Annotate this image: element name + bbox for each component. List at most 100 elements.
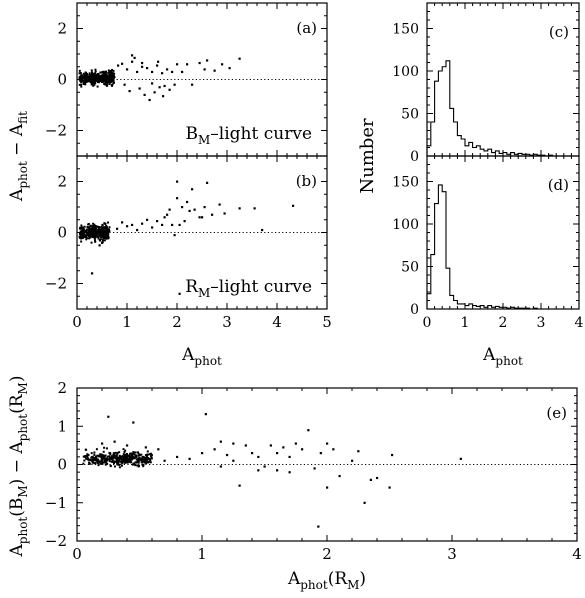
data-point	[153, 91, 156, 94]
data-point	[143, 93, 146, 96]
y-tick-label: 150	[392, 175, 419, 191]
data-point	[151, 226, 154, 229]
data-point	[204, 413, 207, 416]
data-point	[86, 454, 89, 457]
data-point	[107, 221, 110, 224]
data-point	[99, 238, 102, 241]
data-point	[79, 234, 82, 237]
data-point	[263, 465, 266, 468]
data-point	[157, 60, 160, 63]
data-point	[92, 75, 95, 78]
data-point	[140, 461, 143, 464]
data-point	[89, 232, 92, 235]
x-axis-title-cd: Aphot	[482, 345, 523, 368]
data-point	[131, 223, 134, 227]
y-axis-title-e-part: phot	[16, 414, 30, 442]
data-point	[150, 455, 153, 458]
light-curve-annotation-part: –light curve	[210, 124, 312, 144]
x-axis-title-e: Aphot(RM)	[287, 569, 366, 592]
data-point	[94, 462, 97, 465]
data-point	[103, 227, 106, 230]
data-point	[91, 460, 94, 463]
data-point	[88, 462, 91, 465]
data-point	[156, 220, 159, 223]
data-point	[116, 461, 119, 464]
y-axis-title-ab-part: − A	[7, 123, 27, 161]
y-tick-label: 2	[57, 20, 67, 38]
data-point	[119, 456, 122, 459]
x-tick-label: 1	[122, 313, 132, 331]
data-point	[93, 72, 96, 75]
data-point	[79, 226, 82, 229]
panel-label: (e)	[546, 404, 567, 422]
data-point	[319, 452, 322, 455]
data-point	[98, 81, 101, 84]
data-point	[97, 76, 100, 79]
panel-d: 0 50 100 150 0 1 2 3 4 (d)	[392, 155, 584, 331]
data-point	[143, 461, 146, 464]
data-point	[88, 229, 91, 232]
data-point	[100, 75, 103, 78]
data-point	[211, 213, 214, 216]
data-point	[132, 452, 135, 455]
data-point	[113, 456, 116, 459]
y-tick-label: 150	[392, 22, 419, 38]
data-point	[276, 469, 279, 472]
histogram-step	[426, 184, 579, 310]
data-point	[114, 456, 117, 459]
light-curve-annotation: RM–light curve	[185, 277, 312, 300]
data-point	[109, 464, 112, 467]
data-point	[110, 458, 113, 461]
data-point	[130, 458, 133, 461]
data-point	[101, 242, 104, 245]
data-point	[102, 70, 105, 73]
data-point	[113, 76, 116, 79]
data-point	[83, 75, 86, 78]
data-point	[86, 233, 89, 236]
data-point	[98, 226, 101, 229]
data-point	[288, 471, 291, 474]
data-point	[144, 446, 147, 449]
data-point	[83, 225, 86, 228]
data-point	[213, 69, 216, 72]
data-point	[104, 459, 107, 462]
data-point	[131, 454, 134, 457]
data-point	[128, 458, 131, 461]
data-point	[117, 463, 120, 466]
data-point	[104, 236, 107, 239]
data-point	[106, 81, 109, 84]
data-point	[219, 440, 222, 443]
y-axis-title-number: Number	[357, 118, 378, 194]
data-point	[166, 213, 169, 216]
data-point	[138, 457, 141, 460]
data-point	[161, 72, 164, 75]
data-point	[85, 72, 88, 75]
data-point	[104, 463, 107, 466]
light-curve-annotation-part: M	[198, 286, 210, 300]
data-point	[112, 77, 115, 80]
data-point	[108, 80, 111, 83]
data-point	[94, 458, 97, 461]
data-point	[102, 79, 105, 82]
data-point	[126, 444, 129, 447]
data-point	[178, 292, 181, 295]
data-point	[82, 79, 85, 82]
y-tick-label: 0	[57, 456, 67, 474]
data-point	[94, 234, 97, 237]
data-point	[112, 452, 115, 455]
data-point	[221, 63, 224, 66]
data-point	[96, 458, 99, 461]
data-point	[151, 70, 154, 74]
data-point	[206, 181, 209, 184]
data-point	[108, 73, 111, 76]
data-point	[96, 73, 99, 76]
data-point	[138, 464, 141, 467]
y-tick-label: 100	[392, 217, 419, 233]
data-point	[110, 73, 113, 76]
data-point	[124, 454, 127, 457]
data-point	[135, 458, 138, 461]
data-point	[137, 454, 140, 457]
data-point	[137, 452, 140, 455]
data-point	[142, 459, 145, 462]
data-point	[90, 71, 93, 74]
